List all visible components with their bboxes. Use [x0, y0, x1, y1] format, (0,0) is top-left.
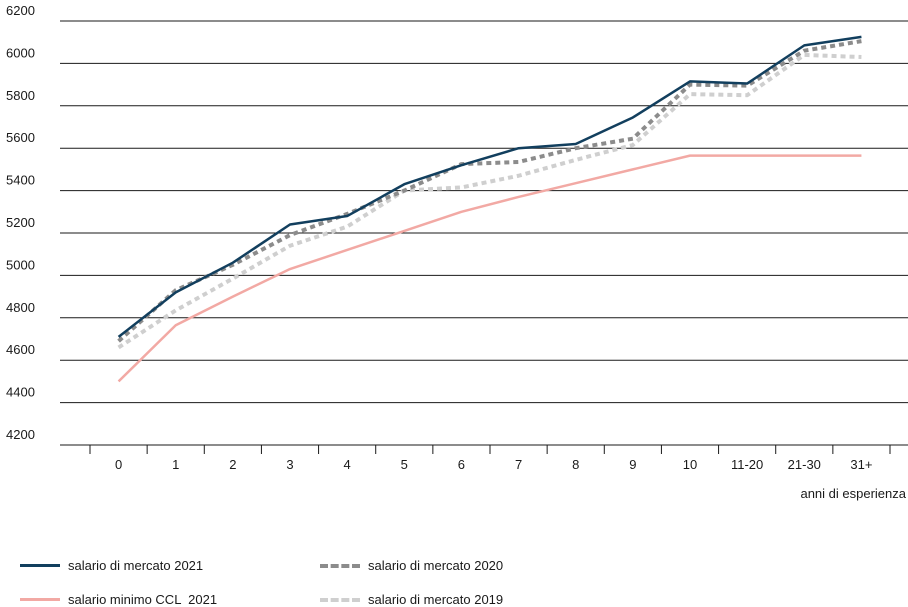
y-tick-label: 4800: [6, 300, 35, 315]
y-tick-label: 4400: [6, 385, 35, 400]
x-tick-label: 3: [286, 457, 293, 472]
legend-label: salario di mercato 2021: [68, 558, 204, 573]
x-tick-label: 0: [115, 457, 122, 472]
x-tick-label: 11-20: [731, 457, 763, 472]
legend-item-minimo-ccl-2021: salario minimo CCL 2021: [20, 592, 217, 607]
legend-swatch: [20, 598, 60, 601]
legend: salario di mercato 2021 salario di merca…: [20, 556, 620, 607]
y-tick-label: 5200: [6, 215, 35, 230]
series-line: [117, 52, 862, 350]
legend-swatch: [320, 563, 360, 568]
series-line: [117, 35, 862, 338]
legend-item-mercato-2021: salario di mercato 2021: [20, 558, 203, 573]
series-lines: [117, 35, 862, 383]
x-tick-label: 2: [229, 457, 236, 472]
x-tick-label: 1: [172, 457, 179, 472]
x-axis: 0 1 2 3 4 5 6 7 8 9 10 11-20 21-30 31+: [89, 445, 891, 472]
legend-swatch: [20, 564, 60, 567]
x-tick-label: 4: [344, 457, 351, 472]
legend-swatch: [320, 597, 360, 602]
y-tick-label: 5000: [6, 257, 35, 272]
x-tick-label: 10: [683, 457, 697, 472]
line-chart: 4200 4400 4600 4800 5000 5200 5400 5600 5800 6000…: [6, 3, 908, 501]
x-tick-label: 5: [401, 457, 408, 472]
y-tick-label: 6000: [6, 45, 35, 60]
x-tick-label: 7: [515, 457, 522, 472]
series-line: [117, 154, 862, 383]
gridlines: [60, 20, 908, 446]
legend-label: salario di mercato 2019: [368, 592, 504, 607]
x-tick-label: 8: [572, 457, 579, 472]
y-tick-label: 4600: [6, 342, 35, 357]
y-axis-tick-labels: 4200 4400 4600 4800 5000 5200 5400 5600 5800 6000…: [6, 3, 35, 442]
y-tick-label: 5400: [6, 173, 35, 188]
y-tick-label: 5600: [6, 130, 35, 145]
legend-item-mercato-2019: salario di mercato 2019: [320, 592, 503, 607]
legend-label: salario minimo CCL 2021: [68, 592, 218, 607]
y-tick-label: 6200: [6, 3, 35, 18]
x-tick-label: 21-30: [788, 457, 821, 472]
legend-item-mercato-2020: salario di mercato 2020: [320, 558, 503, 573]
legend-label: salario di mercato 2020: [368, 558, 504, 573]
x-axis-title: anni di esperienza: [800, 486, 906, 501]
series-line: [117, 39, 862, 343]
x-tick-label: 31+: [850, 457, 872, 472]
x-tick-label: 6: [458, 457, 465, 472]
y-tick-label: 4200: [6, 427, 35, 442]
y-tick-label: 5800: [6, 88, 35, 103]
x-tick-label: 9: [629, 457, 636, 472]
